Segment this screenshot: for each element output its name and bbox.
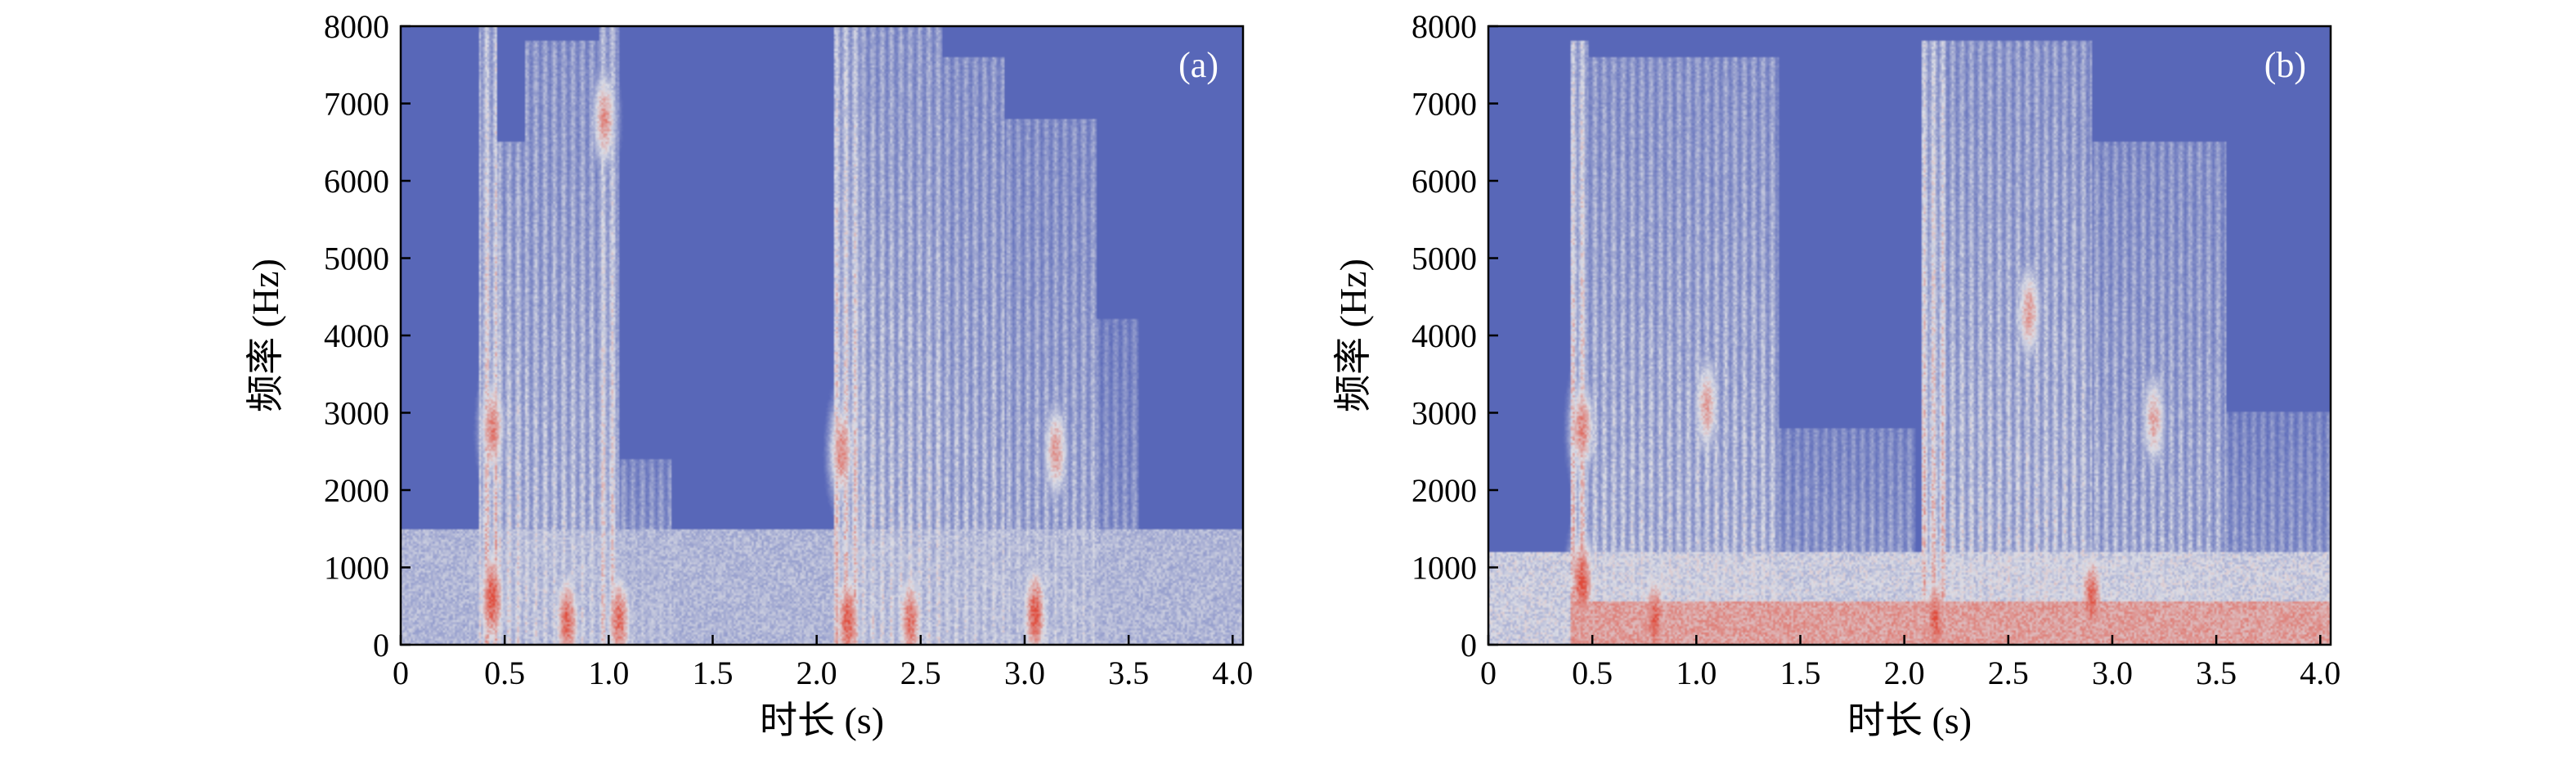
x-axis-title-a: 时长 (s) [760, 700, 884, 741]
x-tick-label: 4.0 [1212, 655, 1253, 691]
y-tick-label: 5000 [324, 241, 389, 277]
x-tick-label: 1.5 [1779, 655, 1820, 691]
spectrogram-image-a [401, 26, 1243, 645]
spectrogram-panel-b: 0 0.5 1.0 1.5 2.0 2.5 3.0 3.5 4.0 0 1000 2000 3000 40… [1332, 8, 2340, 741]
ticks-a: 0 0.5 1.0 1.5 2.0 2.5 3.0 3.5 4.0 0 1000 2000 3000 40… [324, 8, 1253, 691]
x-tick-label: 4.0 [2300, 655, 2340, 691]
y-tick-label: 4000 [1411, 317, 1477, 354]
x-axis-title-b: 时长 (s) [1847, 700, 1972, 741]
y-tick-label: 7000 [1411, 86, 1477, 123]
y-tick-label: 3000 [324, 395, 389, 432]
x-tick-label: 3.5 [2196, 655, 2237, 691]
x-tick-label: 3.0 [1004, 655, 1045, 691]
y-axis-title-a: 频率 (Hz) [245, 259, 286, 412]
y-tick-label: 3000 [1411, 395, 1477, 432]
x-tick-label: 3.5 [1108, 655, 1149, 691]
y-tick-label: 8000 [1411, 8, 1477, 45]
spectrogram-image-b [1488, 26, 2331, 645]
y-tick-label: 5000 [1411, 241, 1477, 277]
y-axis-title-b: 频率 (Hz) [1332, 259, 1374, 412]
y-tick-label: 8000 [324, 8, 389, 45]
y-tick-label: 6000 [1411, 163, 1477, 200]
x-tick-label: 2.5 [900, 655, 941, 691]
y-tick-label: 0 [373, 627, 389, 664]
spectrogram-panel-a: 0 0.5 1.0 1.5 2.0 2.5 3.0 3.5 4.0 0 1000 2000 3000 40… [245, 8, 1253, 741]
x-tick-label: 2.5 [1988, 655, 2029, 691]
x-tick-label: 0.5 [1572, 655, 1613, 691]
y-tick-label: 7000 [324, 86, 389, 123]
y-tick-label: 1000 [1411, 550, 1477, 587]
y-tick-label: 2000 [324, 472, 389, 509]
ticks-b: 0 0.5 1.0 1.5 2.0 2.5 3.0 3.5 4.0 0 1000 2000 3000 40… [1411, 8, 2340, 691]
x-tick-label: 0 [1480, 655, 1497, 691]
y-tick-label: 4000 [324, 317, 389, 354]
x-tick-label: 1.0 [1676, 655, 1717, 691]
x-tick-label: 2.0 [1884, 655, 1925, 691]
x-tick-label: 0.5 [484, 655, 525, 691]
panel-label-b: (b) [2264, 45, 2306, 85]
panel-label-a: (a) [1178, 45, 1218, 85]
x-tick-label: 2.0 [797, 655, 837, 691]
y-tick-label: 2000 [1411, 472, 1477, 509]
y-tick-label: 6000 [324, 163, 389, 200]
x-tick-label: 0 [393, 655, 409, 691]
x-tick-label: 1.5 [692, 655, 733, 691]
x-tick-label: 1.0 [588, 655, 629, 691]
y-tick-label: 1000 [324, 550, 389, 587]
y-tick-label: 0 [1461, 627, 1477, 664]
x-tick-label: 3.0 [2092, 655, 2133, 691]
